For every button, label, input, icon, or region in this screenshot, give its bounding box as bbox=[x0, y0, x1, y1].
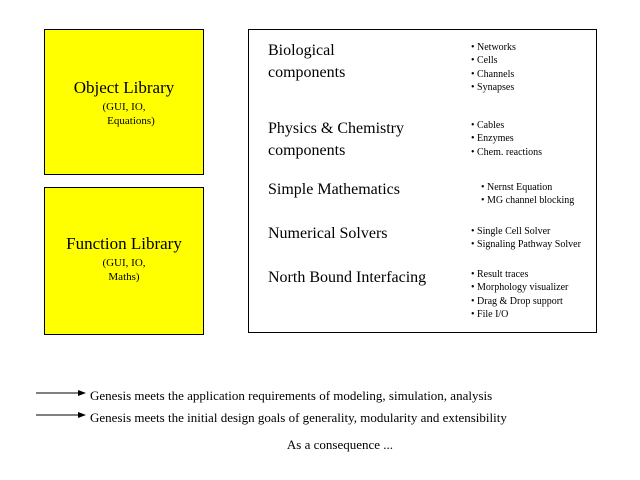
category-simple-mathematics: Simple Mathematics bbox=[268, 181, 400, 198]
bullet-item: Enzymes bbox=[471, 132, 542, 145]
bullet-item: File I/O bbox=[471, 308, 568, 321]
arrow-right-icon bbox=[36, 412, 86, 418]
function-library-subtitle-line2: Maths) bbox=[108, 271, 140, 283]
bullet-item: Single Cell Solver bbox=[471, 225, 581, 238]
object-library-subtitle-line2: Equations) bbox=[107, 115, 155, 127]
bullet-item: MG channel blocking bbox=[481, 194, 574, 207]
category-north-bound-interfacing: North Bound Interfacing bbox=[268, 269, 427, 286]
category-biological: Biological components bbox=[268, 42, 346, 81]
arrow-right-icon bbox=[36, 390, 86, 396]
bullet-item: Drag & Drop support bbox=[471, 295, 568, 308]
object-library-subtitle-line1: (GUI, IO, bbox=[102, 101, 146, 113]
bullet-item: Nernst Equation bbox=[481, 181, 574, 194]
bullet-item: Synapses bbox=[471, 81, 516, 94]
object-library-title: Object Library bbox=[73, 78, 175, 97]
bullet-item: Networks bbox=[471, 41, 516, 54]
components-box: Biological components Networks Cells Cha… bbox=[248, 29, 597, 333]
function-library-subtitle-line1: (GUI, IO, bbox=[102, 257, 146, 269]
bullets-biological: Networks Cells Channels Synapses bbox=[471, 41, 516, 95]
function-library-title: Function Library bbox=[66, 234, 182, 253]
bullet-item: Morphology visualizer bbox=[471, 281, 568, 294]
bullet-item: Signaling Pathway Solver bbox=[471, 238, 581, 251]
bullet-item: Channels bbox=[471, 68, 516, 81]
category-numerical-solvers: Numerical Solvers bbox=[268, 225, 388, 242]
bullets-simple-mathematics: Nernst Equation MG channel blocking bbox=[481, 181, 574, 208]
bullet-item: Chem. reactions bbox=[471, 146, 542, 159]
bullet-item: Cells bbox=[471, 54, 516, 67]
statement-application-requirements: Genesis meets the application requiremen… bbox=[90, 388, 493, 403]
bullets-physics-chemistry: Cables Enzymes Chem. reactions bbox=[471, 119, 542, 159]
bullet-item: Cables bbox=[471, 119, 542, 132]
bullet-item: Result traces bbox=[471, 268, 568, 281]
object-library-box: Object Library (GUI, IO, Equations) bbox=[44, 29, 204, 175]
category-physics-chemistry: Physics & Chemistry components bbox=[268, 120, 405, 159]
bullets-numerical-solvers: Single Cell Solver Signaling Pathway Sol… bbox=[471, 225, 581, 252]
bullets-north-bound-interfacing: Result traces Morphology visualizer Drag… bbox=[471, 268, 568, 322]
statement-design-goals: Genesis meets the initial design goals o… bbox=[90, 410, 507, 425]
consequence-text: As a consequence ... bbox=[286, 437, 394, 452]
function-library-box: Function Library (GUI, IO, Maths) bbox=[44, 187, 204, 335]
